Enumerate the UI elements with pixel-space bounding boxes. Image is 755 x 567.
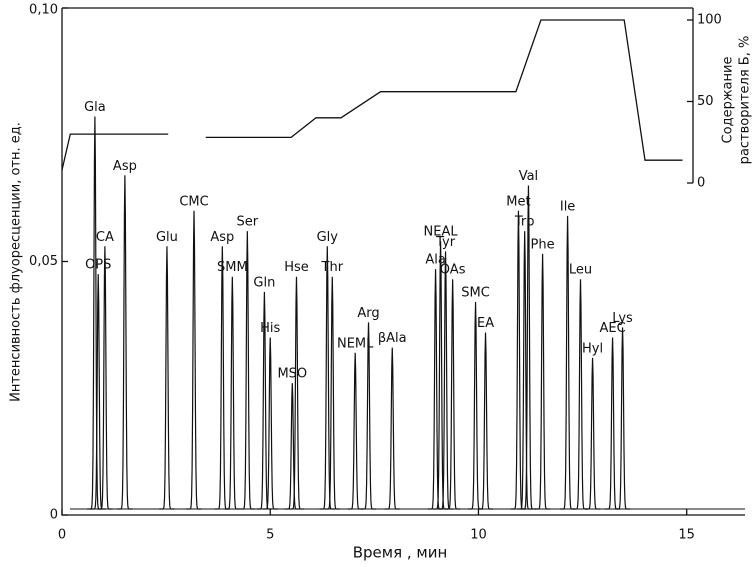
peak-label: Lys <box>612 311 633 326</box>
peak-label: Gly <box>317 230 339 245</box>
peak-label: Met <box>506 194 530 209</box>
peak <box>347 352 363 510</box>
peak <box>437 251 454 510</box>
peak <box>97 246 113 510</box>
peak-label: CA <box>96 230 114 245</box>
peak <box>360 322 377 510</box>
peak-label: NEML <box>337 336 374 351</box>
peak-label: Glu <box>156 230 178 245</box>
y-tick-label: 0 <box>50 508 58 523</box>
peak-label: MSO <box>277 367 307 382</box>
peak-label: Asp <box>210 230 234 245</box>
peak-label: SMM <box>217 260 248 275</box>
peak-label: Hse <box>284 260 309 275</box>
peak <box>90 274 106 510</box>
y-axis-label: Интенсивность флуоресценции, отн. ед. <box>9 122 24 402</box>
peak-label: Val <box>519 169 538 184</box>
peak-label: Tyr <box>435 235 456 250</box>
peak <box>224 276 241 510</box>
peak-label: Phe <box>531 237 555 252</box>
peak-label: OPS <box>85 258 111 273</box>
x-tick-label: 5 <box>266 528 274 543</box>
peak <box>559 215 576 510</box>
y2-axis-label: Содержание <box>721 57 736 144</box>
x-axis-label: Время , мин <box>353 544 448 562</box>
peak-label: Gla <box>84 100 106 115</box>
peak <box>520 185 537 510</box>
peak-label: OAs <box>440 263 466 278</box>
x-tick-label: 10 <box>470 528 487 543</box>
y2-tick-label: 50 <box>697 94 714 109</box>
peak <box>117 175 133 510</box>
peak-label: Gln <box>253 275 275 290</box>
peak <box>584 357 601 510</box>
peak <box>604 337 621 510</box>
peak <box>159 246 175 510</box>
peak <box>324 276 340 510</box>
y-tick-label: 0,10 <box>29 3 58 18</box>
peak <box>384 347 400 510</box>
y2-tick-label: 0 <box>697 176 705 191</box>
peak-label: Thr <box>321 260 344 275</box>
peak-label: Leu <box>569 263 592 278</box>
peak <box>186 210 202 510</box>
peak <box>572 279 589 510</box>
peak <box>534 253 551 510</box>
peak <box>467 302 484 510</box>
peak <box>262 337 278 510</box>
peak <box>517 231 533 510</box>
gradient-line <box>205 19 683 161</box>
gradient-line <box>61 133 169 171</box>
peak <box>288 276 305 510</box>
peak <box>614 327 631 510</box>
peak <box>319 246 335 510</box>
peak-label: Hyl <box>582 341 603 356</box>
plot-frame <box>61 7 745 516</box>
y-tick-label: 0,05 <box>29 254 58 269</box>
peak-label: EA <box>477 316 494 331</box>
peak-label: Ser <box>237 215 259 230</box>
x-tick-label: 15 <box>678 528 695 543</box>
x-tick-label: 0 <box>58 528 66 543</box>
peak-label: Trp <box>514 215 535 230</box>
peak-label: βAla <box>378 331 407 346</box>
peak-label: NEAL <box>424 225 459 240</box>
y2-tick-label: 100 <box>697 13 722 28</box>
peak <box>256 291 273 510</box>
peak <box>444 279 461 510</box>
peak-label: His <box>260 321 280 336</box>
peak <box>284 383 300 510</box>
peak-label: CMC <box>179 194 208 209</box>
peak-label: AEC <box>599 321 625 336</box>
peak <box>477 332 494 510</box>
peak-label: Ile <box>560 199 575 214</box>
y2-axis-label: растворителя Б, % <box>738 36 753 165</box>
peak <box>239 231 256 510</box>
peak-label: SMC <box>461 286 490 301</box>
peak-label: Asp <box>113 159 137 174</box>
peak <box>214 246 231 510</box>
peak-label: Arg <box>357 306 379 321</box>
